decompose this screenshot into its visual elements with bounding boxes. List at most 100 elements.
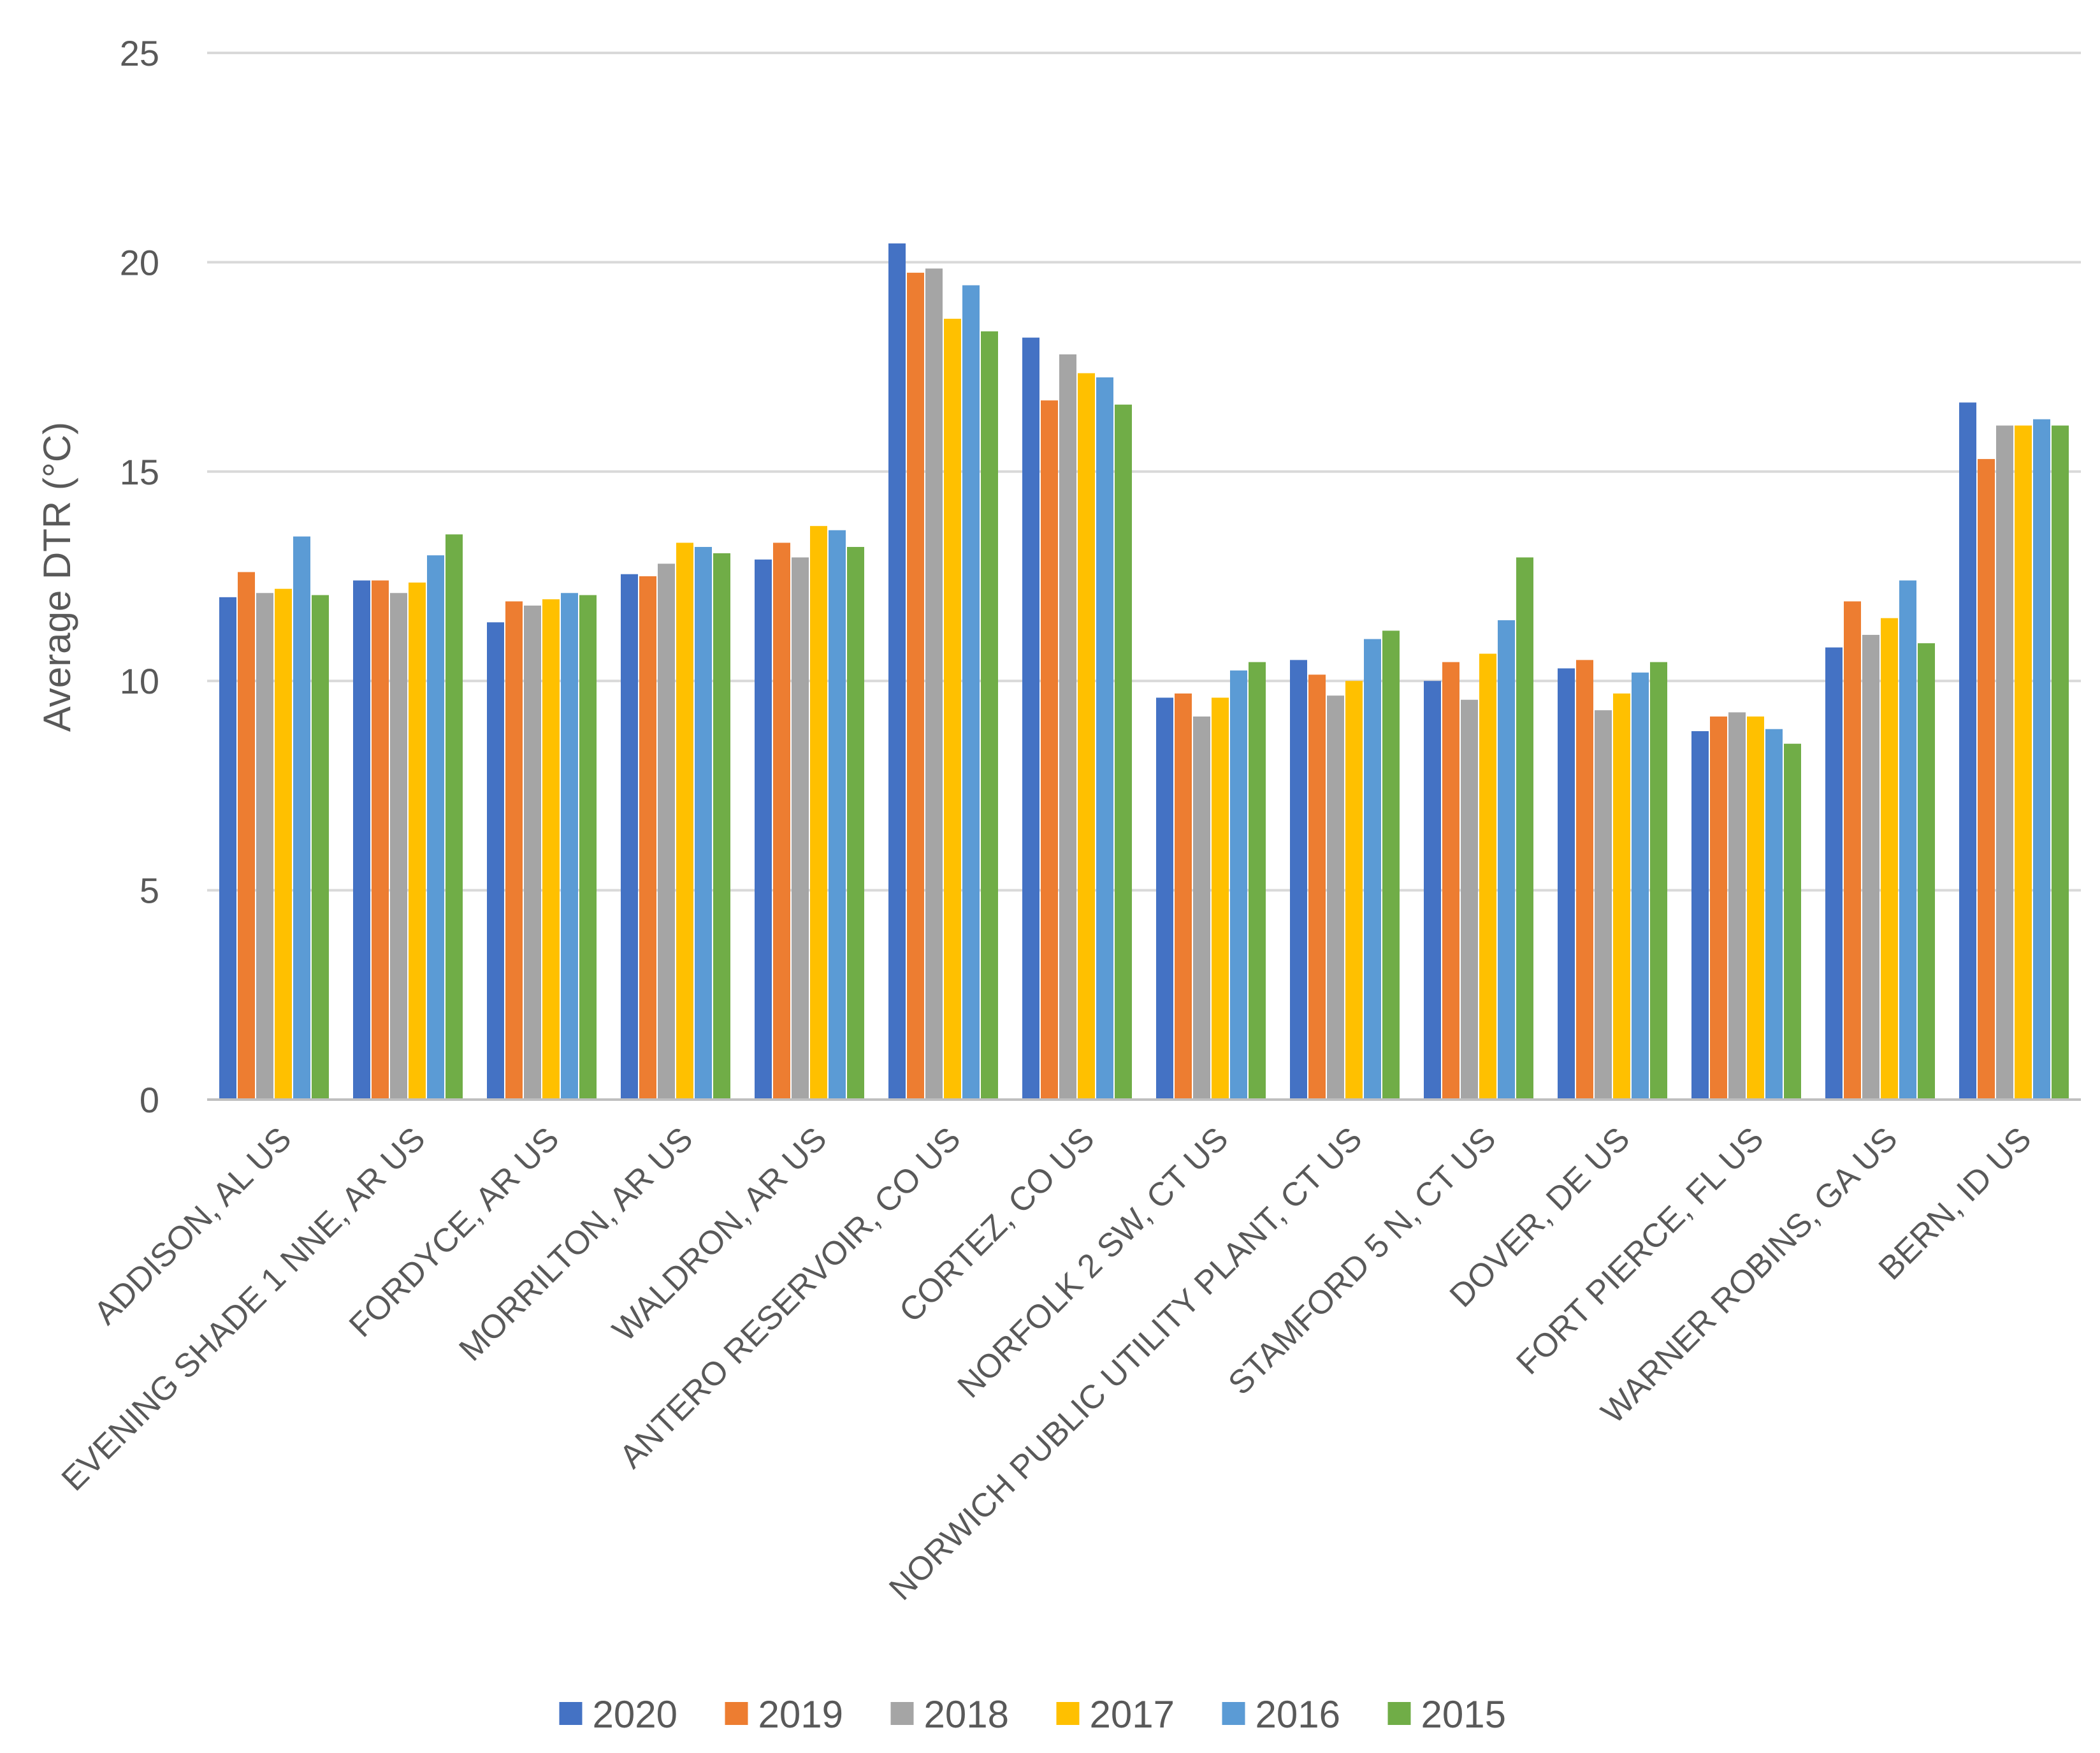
legend-label: 2020	[593, 1693, 677, 1736]
bar	[505, 601, 523, 1100]
bar	[1959, 402, 1976, 1100]
legend-swatch	[559, 1702, 583, 1725]
bar	[925, 268, 943, 1100]
bar	[275, 588, 292, 1100]
y-tick-label: 20	[120, 242, 159, 282]
bar	[676, 542, 693, 1100]
y-axis-title: Average DTR (°C)	[36, 422, 78, 732]
bar	[1230, 670, 1247, 1100]
legend-label: 2019	[758, 1693, 843, 1736]
y-tick-label: 25	[120, 33, 159, 73]
bar	[1576, 660, 1593, 1100]
bar	[1193, 716, 1210, 1100]
bar	[695, 547, 712, 1100]
bar	[621, 574, 638, 1100]
bar	[1327, 695, 1344, 1100]
bar	[372, 580, 389, 1100]
y-tick-label: 10	[120, 661, 159, 701]
bar	[1424, 681, 1441, 1100]
legend-swatch	[1222, 1702, 1245, 1725]
bar	[1059, 354, 1076, 1100]
bar	[1862, 634, 1879, 1100]
bar	[1710, 716, 1727, 1100]
bar	[1650, 662, 1667, 1100]
bar	[1978, 459, 1995, 1100]
bar	[810, 526, 827, 1100]
bar	[1498, 620, 1515, 1100]
bar	[1364, 639, 1381, 1100]
bar	[1825, 647, 1843, 1100]
bar	[1479, 653, 1496, 1100]
bar	[1156, 697, 1173, 1100]
bar	[219, 597, 236, 1100]
bar	[1290, 660, 1307, 1100]
bar	[2052, 425, 2069, 1100]
bar	[445, 534, 463, 1100]
bar	[524, 605, 541, 1100]
bar	[1613, 693, 1630, 1100]
bar	[238, 572, 255, 1100]
bar	[256, 593, 273, 1100]
bar	[1899, 580, 1916, 1100]
bar	[1175, 693, 1192, 1100]
bar	[1308, 674, 1326, 1100]
bar	[353, 580, 370, 1100]
bar	[1844, 601, 1861, 1100]
bar	[888, 243, 906, 1100]
bar	[962, 285, 980, 1100]
bar	[1345, 681, 1363, 1100]
bars	[219, 243, 2069, 1100]
bar	[944, 319, 961, 1100]
bar	[1115, 404, 1132, 1100]
bar	[1747, 716, 1764, 1100]
bar	[293, 536, 310, 1100]
bar	[1996, 425, 2013, 1100]
y-tick-label: 15	[120, 452, 159, 492]
bar	[2033, 419, 2050, 1100]
bar	[755, 559, 772, 1100]
legend-swatch	[890, 1702, 914, 1725]
bar	[713, 553, 730, 1100]
bar	[907, 272, 924, 1100]
bar	[847, 547, 864, 1100]
bar	[1249, 662, 1266, 1100]
x-category-label: NORWICH PUBLIC UTILITY PLANT, CT US	[882, 1120, 1369, 1607]
bar	[1558, 668, 1575, 1100]
bar	[1691, 731, 1709, 1100]
bar	[829, 530, 846, 1100]
bar	[561, 593, 578, 1100]
bar	[792, 557, 809, 1100]
bar	[981, 331, 998, 1100]
y-tick-label: 0	[140, 1080, 159, 1120]
legend-label: 2018	[924, 1693, 1009, 1736]
bar	[1078, 373, 1095, 1100]
bar	[427, 555, 444, 1100]
x-category-label: STAMFORD 5 N, CT US	[1221, 1120, 1503, 1402]
bar	[579, 595, 597, 1100]
legend-swatch	[1056, 1702, 1080, 1725]
legend: 2020 2019 2018 2017 2016 2015	[559, 1693, 1506, 1736]
bar	[1442, 662, 1459, 1100]
bar	[1212, 697, 1229, 1100]
bar	[1516, 557, 1533, 1100]
bar	[1918, 643, 1935, 1100]
x-category-label: MORRILTON, AR US	[452, 1120, 700, 1368]
bar	[1765, 729, 1783, 1100]
y-tick-label: 5	[140, 871, 159, 911]
bar	[1881, 618, 1898, 1100]
bar	[390, 593, 407, 1100]
legend-label: 2015	[1421, 1693, 1506, 1736]
bar	[542, 599, 560, 1100]
legend-swatch	[725, 1702, 748, 1725]
bar	[639, 576, 656, 1100]
x-category-label: NORFOLK 2 SW, CT US	[951, 1120, 1236, 1405]
bar	[409, 582, 426, 1100]
bar	[487, 622, 504, 1100]
bar	[1784, 743, 1801, 1100]
legend-label: 2017	[1090, 1693, 1175, 1736]
x-category-label: FORT PIERCE, FL US	[1509, 1120, 1771, 1381]
bar	[1096, 377, 1113, 1100]
legend-swatch	[1387, 1702, 1411, 1725]
